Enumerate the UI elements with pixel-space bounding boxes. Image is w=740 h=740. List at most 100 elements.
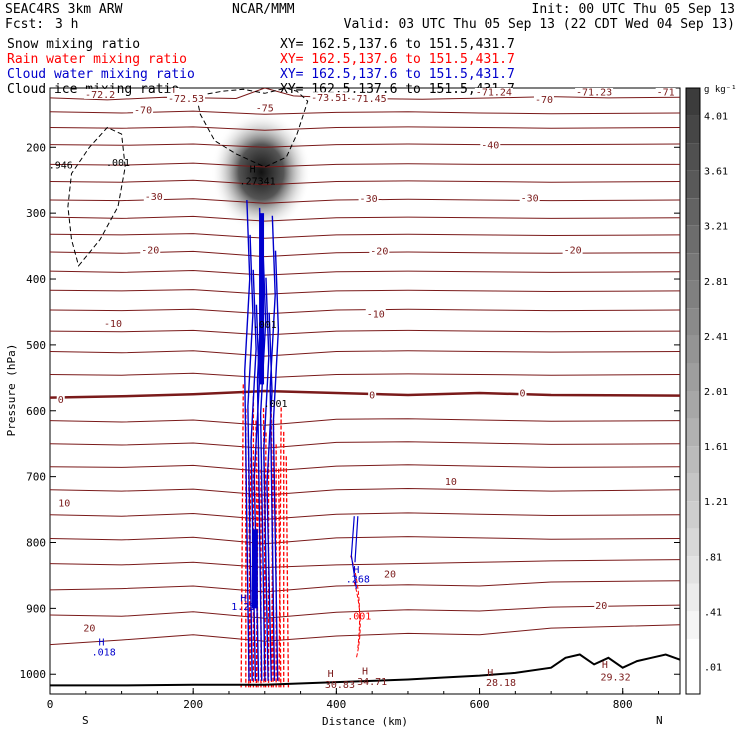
field-label: .001	[253, 320, 277, 331]
isotherm-label: 20	[595, 601, 607, 612]
cloud-water-core	[251, 529, 258, 609]
isotherm-line	[50, 179, 680, 186]
isotherm-label-bg	[519, 192, 540, 203]
colorbar-swatch	[686, 335, 700, 364]
colorbar-label: 1.21	[704, 497, 728, 508]
terrain-line	[50, 653, 680, 687]
colorbar-swatch	[686, 501, 700, 529]
y-tick-label: 400	[26, 273, 46, 286]
field-label: H	[250, 165, 256, 176]
y-tick-label: 800	[26, 537, 46, 550]
field-label: .001	[106, 158, 130, 169]
isotherm-label: -70	[535, 95, 553, 106]
field-label: .27341	[240, 177, 276, 188]
cloud-water-contour	[266, 312, 273, 681]
field-label: H	[99, 638, 105, 649]
isotherm-line	[50, 162, 680, 168]
isotherm-label: -71.24	[476, 87, 512, 98]
isotherm-label: -72.2	[85, 90, 115, 101]
isotherm-label-bg	[369, 245, 390, 256]
colorbar-swatch	[686, 638, 700, 667]
isotherm-label-bg	[143, 191, 164, 202]
colorbar-label: 2.41	[704, 332, 728, 343]
isotherm-line	[50, 143, 680, 148]
isotherm-line	[50, 372, 680, 379]
isotherm-label: -40	[481, 141, 499, 152]
isotherm-label: -30	[145, 192, 163, 203]
isotherm-label-bg	[443, 476, 458, 487]
isotherm-label: L	[172, 86, 178, 97]
colorbar-label: 2.01	[704, 387, 728, 398]
isotherm-label-bg	[171, 88, 180, 95]
colorbar-swatch	[686, 143, 700, 171]
isotherm-label-bg	[533, 94, 554, 105]
isotherm-label-bg	[575, 88, 614, 97]
cloud-water-contour	[350, 516, 359, 589]
y-tick-label: 200	[26, 141, 46, 154]
isotherm-label-bg	[474, 88, 513, 97]
colorbar-swatch	[686, 115, 700, 144]
rain-contour	[248, 457, 252, 688]
valid-time: Valid: 03 UTC Thu 05 Sep 13 (22 CDT Wed …	[344, 17, 735, 32]
y-tick-label: 600	[26, 405, 46, 418]
isotherm-label: -10	[367, 309, 385, 320]
colorbar-label: 3.61	[704, 167, 728, 178]
x-end-label-right: N	[656, 714, 663, 727]
x-tick-label: 400	[326, 698, 346, 711]
cloud-water-contour	[263, 277, 270, 681]
isotherm-label: -70	[134, 106, 152, 117]
isotherm-line	[50, 308, 680, 315]
y-tick-label: 900	[26, 602, 46, 615]
isotherm-label-bg	[84, 88, 117, 99]
colorbar-label: 4.01	[704, 112, 728, 123]
isotherm-label-bg	[57, 497, 72, 508]
rain-contour	[285, 456, 290, 688]
isotherm-line	[50, 215, 680, 222]
isotherm-label-bg	[167, 92, 206, 103]
x-axis-label: Distance (km)	[322, 715, 408, 728]
colorbar-frame	[685, 87, 701, 695]
colorbar-swatch	[686, 611, 700, 639]
colorbar-swatch	[686, 556, 700, 584]
isotherm-label: -20	[141, 245, 159, 256]
y-axis-label: Pressure (hPa)	[5, 344, 18, 437]
isotherm-label-bg	[518, 387, 527, 398]
field-label: .001	[263, 399, 287, 410]
isotherm-label: 20	[384, 569, 396, 580]
colorbar-label: 1.61	[704, 442, 728, 453]
field-label: H	[362, 667, 368, 678]
field-label: .946	[49, 161, 73, 172]
colorbar-swatch	[686, 446, 700, 474]
isotherm-line	[50, 464, 680, 472]
x-tick-label: 600	[470, 698, 490, 711]
colorbar-swatch	[686, 473, 700, 502]
rain-contour	[278, 407, 282, 688]
isotherm-label: -72.53	[168, 94, 204, 105]
field-label: .001	[347, 611, 371, 622]
isotherm-line	[50, 329, 680, 336]
y-tick-label: 700	[26, 471, 46, 484]
isotherm-line	[50, 624, 680, 646]
colorbar-label: 2.81	[704, 277, 728, 288]
isotherm-line	[50, 418, 680, 426]
field-label: 28.18	[486, 678, 516, 689]
cloud-ice-contour	[196, 88, 309, 168]
legend-entry: Rain water mixing ratio	[7, 52, 187, 67]
isotherm-label-bg	[480, 139, 501, 150]
colorbar-label: .81	[704, 552, 722, 563]
colorbar-swatch	[686, 418, 700, 447]
isotherm-label-bg	[140, 244, 161, 255]
colorbar-swatch	[686, 225, 700, 254]
isotherm-label-bg	[310, 92, 349, 103]
isotherm-line	[50, 604, 680, 619]
isotherm-label-bg	[349, 92, 388, 103]
legend-xy: XY= 162.5,137.6 to 151.5,431.7	[280, 67, 515, 82]
plot-frame	[49, 87, 681, 695]
isotherm-label-bg	[254, 102, 275, 113]
isotherm-label: -20	[370, 247, 388, 258]
isotherm-label: 0	[519, 388, 525, 399]
x-axis: 0 200 400 600 800	[47, 688, 660, 711]
isotherm-line	[50, 487, 680, 496]
isotherm-line	[50, 389, 680, 399]
isotherm-label-bg	[594, 600, 609, 611]
